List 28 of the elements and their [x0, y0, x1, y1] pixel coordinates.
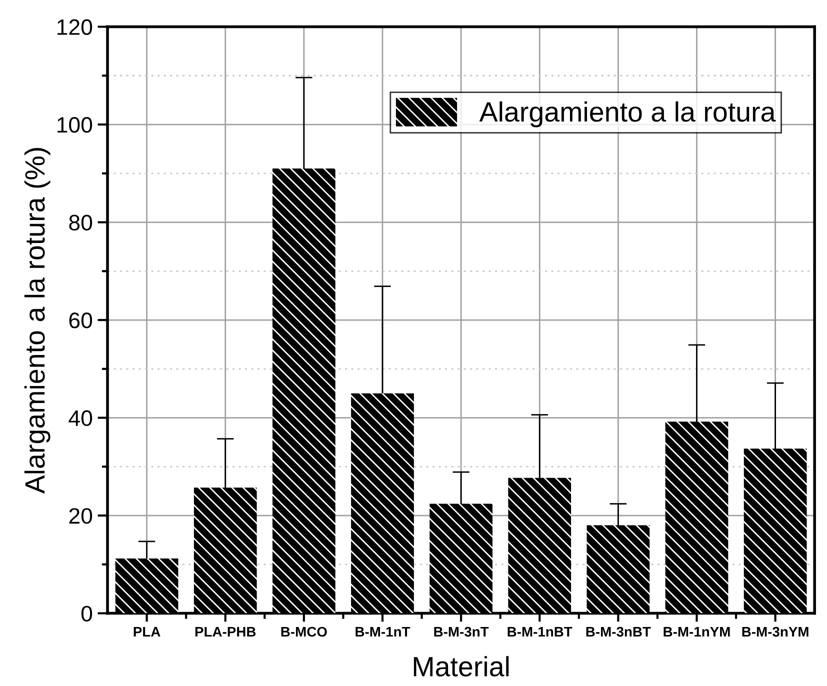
x-tick-label: PLA-PHB: [195, 626, 256, 637]
x-tick-label: PLA: [134, 626, 160, 637]
y-tick-label: 100: [58, 117, 92, 133]
bar: [508, 478, 572, 614]
x-tick-label: B-M-3nBT: [586, 626, 651, 637]
x-tick-label: B-M-3nT: [434, 626, 489, 637]
x-tick-label: B-M-3nYM: [742, 626, 808, 637]
x-axis-title: Material: [414, 656, 509, 676]
x-tick-label: B-M-1nT: [356, 626, 410, 637]
bar: [272, 168, 336, 614]
legend-label: Alargamiento a la rotura: [479, 101, 776, 128]
bar: [430, 504, 492, 614]
y-axis-title: Alargamiento a la rotura (%): [24, 148, 50, 494]
bar: [194, 488, 257, 614]
y-tick-label: 0: [81, 606, 92, 622]
y-tick-label: 20: [69, 508, 92, 524]
x-tick-label: B-M-1nYM: [664, 626, 730, 637]
bar: [115, 558, 178, 614]
x-tick-label: B-M-1nBT: [508, 626, 572, 637]
bar: [351, 393, 414, 614]
y-tick-label: 80: [69, 214, 92, 231]
bar: [665, 422, 728, 614]
y-tick-label: 40: [68, 410, 92, 426]
bar: [744, 448, 807, 614]
bar: [586, 525, 650, 614]
y-tick-label: 60: [69, 312, 92, 328]
x-tick-label: B-MCO: [281, 626, 327, 637]
y-tick-label: 120: [58, 19, 92, 36]
